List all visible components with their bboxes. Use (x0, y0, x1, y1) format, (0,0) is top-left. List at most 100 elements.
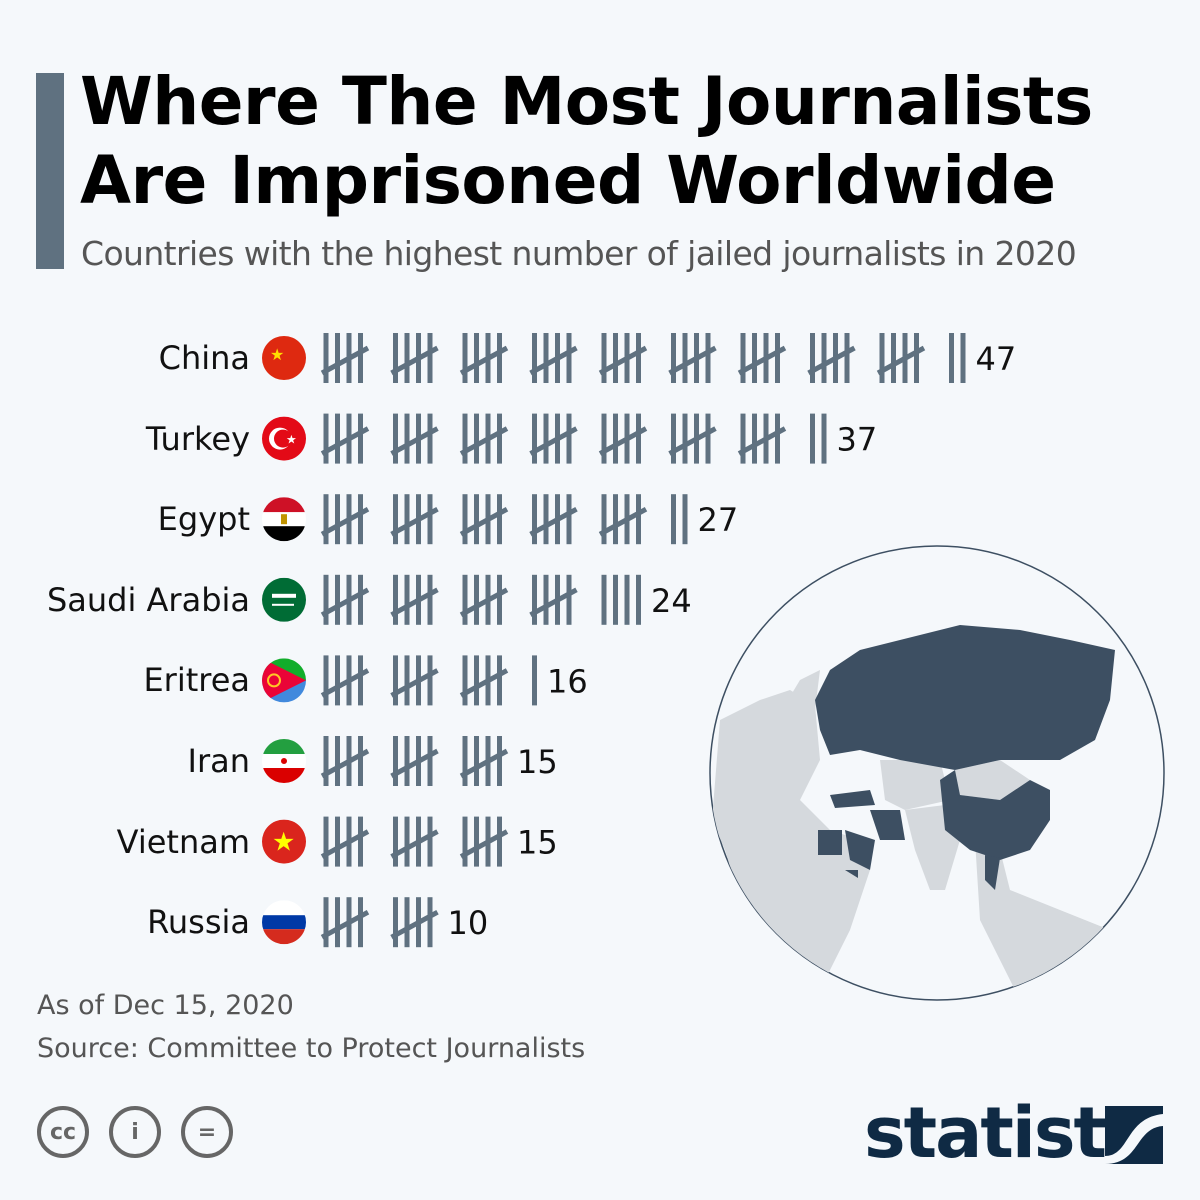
central-asia-land (880, 760, 950, 810)
tally-mark (543, 413, 549, 464)
tally-mark (323, 333, 329, 383)
tally-group (390, 816, 439, 867)
tally-mark (566, 333, 572, 383)
tally-mark (404, 816, 410, 867)
accent-bar (36, 73, 64, 269)
tally-mark (671, 413, 676, 464)
tally-mark (821, 413, 827, 464)
tally-slash (320, 829, 370, 859)
tally-mark (462, 736, 468, 786)
tally-mark (393, 333, 398, 383)
tally-mark (601, 494, 607, 545)
tally-mark (335, 413, 340, 464)
value-label: 37 (837, 421, 878, 459)
tally-mark (671, 333, 676, 383)
saudi-highlight (845, 830, 875, 870)
value-label: 15 (517, 743, 558, 781)
tally-mark (844, 333, 850, 383)
tally-mark (323, 574, 329, 625)
tally-mark (462, 333, 468, 383)
tally-row-russia (320, 897, 439, 948)
tally-mark (532, 413, 537, 464)
tally-mark (613, 574, 618, 625)
statista-logo[interactable]: statista (864, 1098, 1152, 1168)
tally-slash (529, 345, 578, 376)
tally-mark (497, 655, 502, 706)
tally-mark (335, 494, 340, 545)
tally-group (459, 816, 509, 867)
tally-slash (320, 587, 370, 617)
tally-mark (566, 574, 572, 625)
tally-mark (323, 897, 329, 948)
tally-slash (598, 345, 648, 376)
tally-mark (960, 333, 966, 383)
egypt-highlight (818, 830, 842, 855)
tally-mark (358, 413, 363, 464)
tally-mark (427, 655, 433, 706)
svg-text:★: ★ (272, 828, 295, 858)
cc-icon[interactable]: cc (37, 1106, 89, 1158)
tally-slash (390, 910, 439, 940)
svg-text:★: ★ (286, 433, 297, 447)
tally-slash (737, 426, 787, 456)
tally-mark (474, 816, 479, 867)
title-line-2: Are Imprisoned Worldwide (80, 142, 1056, 219)
tally-row-iran (320, 736, 509, 786)
tally-group (459, 655, 509, 706)
date-note: As of Dec 15, 2020 (37, 990, 294, 1021)
category-label: Vietnam (116, 822, 250, 861)
tally-slash (459, 507, 509, 537)
turkey-highlight (830, 790, 875, 808)
tally-slash (529, 587, 578, 617)
value-label: 24 (651, 582, 692, 620)
tally-slash (320, 748, 370, 779)
tally-group (459, 736, 509, 786)
title: Where The Most Journalists Are Imprisoned… (80, 62, 1093, 220)
tally-mark (358, 494, 363, 545)
tally-mark (613, 413, 618, 464)
egypt-flag (262, 497, 306, 542)
svg-text:★: ★ (270, 345, 284, 364)
tally-slash (459, 829, 509, 859)
saudi-arabia-flag (262, 577, 306, 622)
value-label: 10 (448, 904, 489, 942)
tally-mark (427, 816, 433, 867)
tally-mark (497, 494, 502, 545)
tally-mark (624, 574, 630, 625)
tally-group (459, 413, 509, 464)
tally-mark (705, 413, 711, 464)
tally-group (459, 494, 509, 545)
tally-mark (323, 655, 329, 706)
tally-row-china (320, 333, 966, 383)
vietnam-highlight (985, 855, 1000, 890)
tally-mark (427, 494, 433, 545)
tally-row-eritrea (320, 655, 537, 706)
tally-mark (427, 574, 433, 625)
tally-mark (775, 413, 780, 464)
tally-group (320, 333, 370, 383)
tally-slash (320, 507, 370, 537)
tally-slash (320, 910, 370, 940)
tally-mark (497, 816, 502, 867)
tally-mark (682, 494, 688, 545)
tally-mark (393, 736, 398, 786)
tally-mark (393, 494, 398, 545)
tally-slash (459, 426, 509, 456)
tally-mark (404, 897, 410, 948)
tally-group (390, 736, 439, 786)
no-derivatives-icon[interactable]: = (181, 1106, 233, 1158)
tally-mark (636, 494, 641, 545)
tally-mark (427, 897, 433, 948)
tally-slash (320, 426, 370, 456)
category-label: Egypt (157, 500, 250, 539)
tally-mark (335, 897, 340, 948)
tally-mark (810, 413, 815, 464)
tally-group (807, 333, 856, 383)
tally-mark (393, 413, 398, 464)
tally-mark (393, 655, 398, 706)
attribution-icon[interactable]: i (109, 1106, 161, 1158)
russia-highlight (815, 625, 1115, 770)
eritrea-highlight (845, 870, 858, 878)
tally-mark (613, 494, 618, 545)
tally-slash (598, 507, 648, 537)
